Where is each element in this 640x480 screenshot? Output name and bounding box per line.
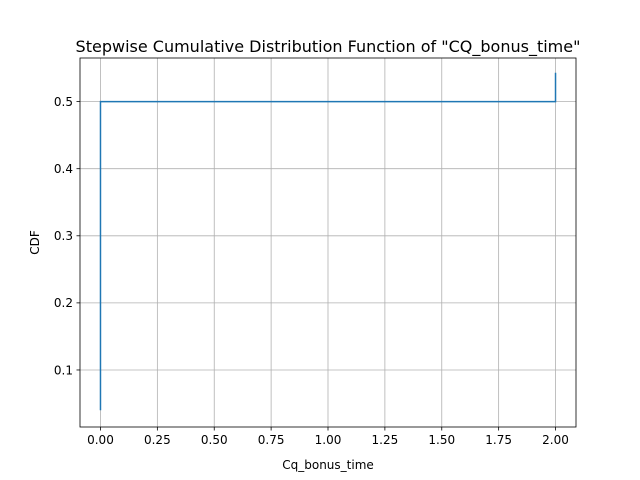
y-tick-label: 0.2 bbox=[54, 296, 73, 310]
y-tick-label: 0.5 bbox=[54, 95, 73, 109]
y-tick-label: 0.4 bbox=[54, 162, 73, 176]
y-axis-label: CDF bbox=[28, 230, 42, 255]
chart-title: Stepwise Cumulative Distribution Functio… bbox=[76, 37, 581, 57]
cdf-step-line bbox=[99, 72, 557, 411]
x-tick-label: 2.00 bbox=[542, 433, 569, 447]
x-tick-label: 0.50 bbox=[201, 433, 228, 447]
y-axis-ticks: 0.1 0.2 0.3 0.4 0.5 bbox=[54, 95, 80, 377]
x-tick-label: 1.00 bbox=[315, 433, 342, 447]
x-axis-ticks: 0.00 0.25 0.50 0.75 1.00 1.25 1.50 1.75 2.00 bbox=[87, 427, 569, 447]
x-tick-label: 0.00 bbox=[87, 433, 114, 447]
x-tick-label: 0.25 bbox=[144, 433, 171, 447]
y-tick-label: 0.1 bbox=[54, 363, 73, 377]
x-tick-label: 1.25 bbox=[372, 433, 399, 447]
series-layer bbox=[99, 72, 557, 411]
x-axis-label: Cq_bonus_time bbox=[282, 458, 374, 472]
y-tick-label: 0.3 bbox=[54, 229, 73, 243]
x-tick-label: 1.75 bbox=[485, 433, 512, 447]
x-tick-label: 1.50 bbox=[428, 433, 455, 447]
grid-lines bbox=[80, 58, 576, 427]
x-tick-label: 0.75 bbox=[258, 433, 285, 447]
